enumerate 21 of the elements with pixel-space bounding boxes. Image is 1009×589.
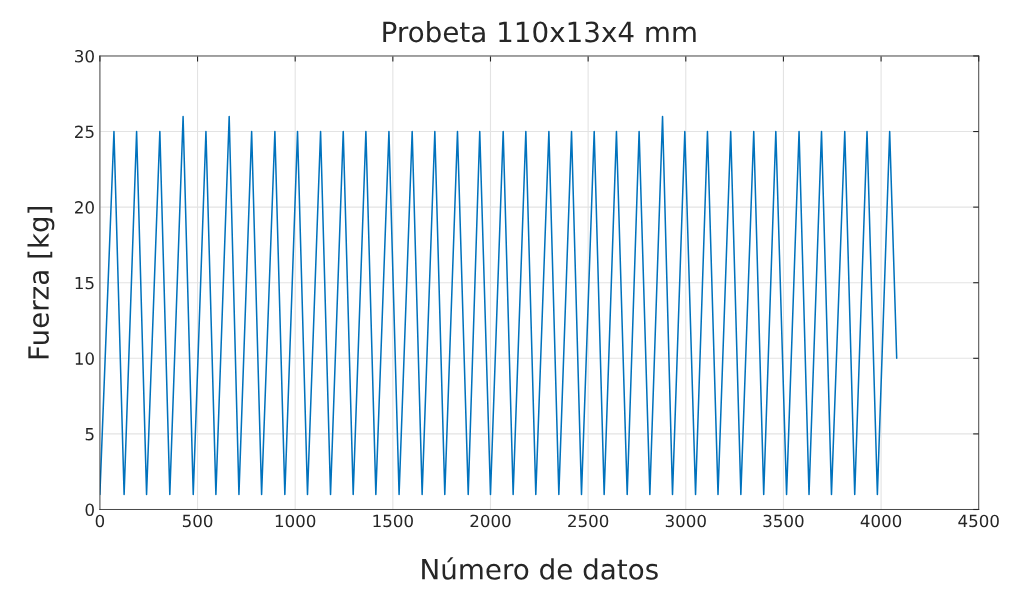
- chart-title: Probeta 110x13x4 mm: [383, 20, 696, 43]
- y-tick-label: 10: [75, 352, 94, 365]
- x-tick-label: 4000: [860, 514, 902, 528]
- line-series: [99, 115, 898, 496]
- x-tick-label: 2000: [470, 514, 511, 528]
- x-tick-label: 2500: [568, 514, 609, 528]
- y-tick-label: 20: [75, 201, 94, 214]
- x-tick-label: 1500: [373, 514, 413, 528]
- y-tick-label: 30: [75, 49, 94, 63]
- y-tick-label: 0: [85, 503, 94, 517]
- x-tick-label: 1000: [275, 514, 316, 528]
- y-tick-label: 15: [75, 276, 94, 290]
- y-tick-label: 25: [75, 125, 94, 139]
- x-axis-title: Número de datos: [422, 557, 658, 580]
- x-tick-label: 0: [95, 514, 105, 528]
- x-tick-label: 3500: [763, 514, 804, 528]
- y-axis-title: Fuerza [kg]: [27, 206, 55, 359]
- x-tick-label: 500: [182, 514, 213, 528]
- y-tick-label: 5: [85, 428, 94, 441]
- x-tick-label: 3000: [665, 514, 706, 528]
- x-tick-label: 4500: [958, 514, 999, 528]
